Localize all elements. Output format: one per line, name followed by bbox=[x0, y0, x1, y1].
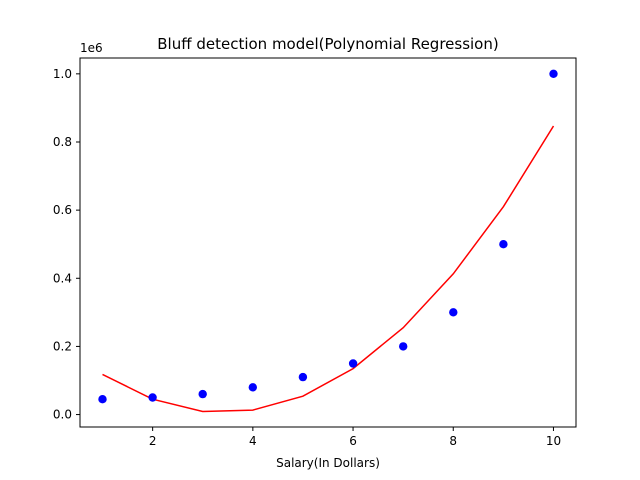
y-tick-label: 1.0 bbox=[53, 67, 72, 81]
data-point bbox=[198, 389, 207, 399]
x-tick-label: 8 bbox=[449, 434, 457, 448]
y-tick-label: 0.6 bbox=[53, 203, 72, 217]
regression-line bbox=[102, 125, 555, 413]
y-axis: 0.0 0.2 0.4 0.6 0.8 1.0 bbox=[53, 67, 80, 422]
x-tick-label: 2 bbox=[149, 434, 157, 448]
x-tick-label: 6 bbox=[349, 434, 357, 448]
x-tick-label: 4 bbox=[249, 434, 257, 448]
data-point bbox=[348, 359, 358, 368]
x-axis-label: Salary(In Dollars) bbox=[276, 456, 380, 470]
chart-title: Bluff detection model(Polynomial Regress… bbox=[157, 35, 498, 53]
data-point bbox=[399, 342, 408, 351]
y-tick-label: 0.4 bbox=[53, 271, 72, 285]
data-point bbox=[148, 393, 157, 402]
data-point bbox=[549, 69, 558, 79]
plot-area bbox=[98, 69, 558, 413]
data-point bbox=[98, 395, 107, 404]
data-point bbox=[298, 372, 308, 382]
axes-frame bbox=[79, 57, 577, 428]
x-tick-label: 10 bbox=[546, 434, 561, 448]
data-point bbox=[499, 240, 508, 249]
y-tick-label: 0.0 bbox=[53, 408, 72, 422]
y-tick-label: 0.8 bbox=[53, 135, 72, 149]
data-point bbox=[449, 308, 458, 317]
y-tick-label: 0.2 bbox=[53, 339, 72, 353]
y-offset-text: 1e6 bbox=[80, 41, 103, 55]
x-axis: 2 4 6 8 10 bbox=[149, 427, 561, 448]
data-point bbox=[248, 383, 257, 392]
